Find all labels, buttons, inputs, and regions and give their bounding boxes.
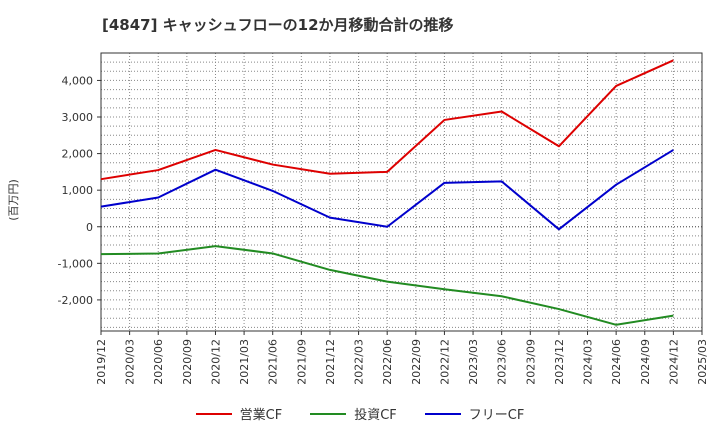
legend-label: フリーCF	[468, 408, 525, 423]
series-line-3	[100, 149, 674, 231]
plot-area	[101, 53, 702, 331]
x-tick-label: 2021/06	[267, 339, 280, 385]
y-tick-label: 2,000	[62, 148, 94, 161]
chart-title: [4847] キャッシュフローの12か月移動合計の推移	[102, 16, 454, 34]
series-line-1	[100, 59, 674, 181]
legend-item-2: 投資CF	[310, 404, 397, 423]
legend-label: 投資CF	[354, 408, 397, 423]
legend-swatch	[310, 412, 347, 415]
cash-flow-chart: -2,000 -1,000 0 1,000 2,000 3,000 4,000 2019/12…	[7, 52, 709, 385]
x-tick-label: 2025/03	[696, 339, 709, 385]
legend-swatch	[424, 412, 461, 415]
x-tick-label: 2020/03	[124, 339, 137, 385]
x-tick-label: 2022/06	[381, 339, 394, 385]
x-tick-label: 2022/12	[438, 339, 451, 385]
y-tick-label: -2,000	[58, 294, 93, 307]
x-tick-label: 2021/09	[295, 339, 308, 385]
x-tick-label: 2023/03	[467, 339, 480, 385]
x-tick-label: 2020/09	[181, 339, 194, 385]
series-line-2	[100, 245, 674, 326]
x-tick-label: 2020/06	[152, 339, 165, 385]
axes: -2,000 -1,000 0 1,000 2,000 3,000 4,000 2019/12…	[58, 52, 709, 385]
y-tick-label: 4,000	[62, 74, 94, 87]
x-tick-label: 2021/03	[238, 339, 251, 385]
x-tick-label: 2024/06	[610, 339, 623, 385]
grid	[100, 52, 703, 331]
x-tick-label: 2022/09	[410, 339, 423, 385]
x-tick-label: 2020/12	[209, 339, 222, 385]
x-tick-label: 2024/03	[582, 339, 595, 385]
x-tick-label: 2022/03	[353, 339, 366, 385]
y-tick-label: -1,000	[58, 257, 93, 270]
legend: 営業CF 投資CF フリーCF	[0, 404, 720, 423]
legend-label: 営業CF	[239, 408, 283, 423]
x-tick-label: 2019/12	[95, 339, 108, 385]
legend-item-3: フリーCF	[424, 404, 525, 423]
y-tick-label: 1,000	[62, 184, 94, 197]
legend-item-1: 営業CF	[195, 404, 283, 423]
y-axis-label: (百万円)	[7, 179, 20, 221]
series-lines	[100, 59, 674, 326]
y-tick-label: 0	[86, 221, 93, 234]
x-tick-label: 2023/09	[524, 339, 537, 385]
x-tick-label: 2021/12	[324, 339, 337, 385]
x-tick-label: 2023/12	[553, 339, 566, 385]
x-tick-label: 2024/09	[639, 339, 652, 385]
y-tick-label: 3,000	[62, 111, 94, 124]
plot-border	[100, 52, 703, 332]
legend-swatch	[195, 412, 232, 415]
x-tick-label: 2024/12	[667, 339, 680, 385]
x-tick-label: 2023/06	[496, 339, 509, 385]
